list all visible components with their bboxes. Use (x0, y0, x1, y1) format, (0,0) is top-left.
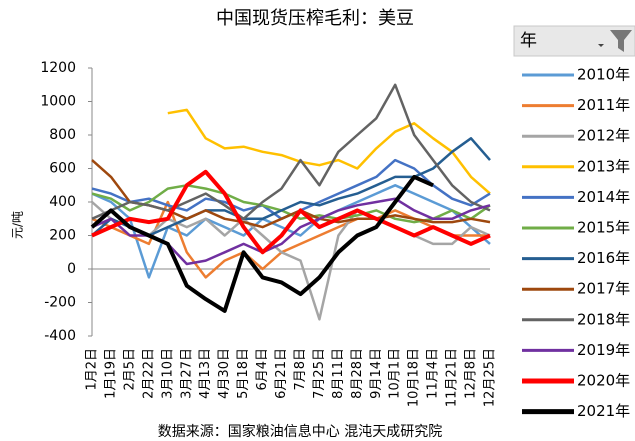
chart-title: 中国现货压榨毛利：美豆 (216, 8, 414, 29)
source-note: 数据来源：国家粮油信息中心 混沌天成研究院 (158, 423, 442, 440)
y-tick-label: 1200 (40, 60, 76, 76)
dropdown-arrow[interactable] (598, 44, 604, 47)
y-tick-label: 400 (49, 194, 76, 210)
y-tick-label: 600 (49, 161, 76, 177)
x-tick-label: 5月18日 (236, 348, 251, 399)
series-line (91, 169, 491, 255)
x-tick-label: 6月21日 (274, 348, 289, 399)
legend-label: 2021年 (577, 402, 630, 420)
series-line (91, 200, 490, 279)
x-tick-label: 11月21日 (445, 348, 460, 407)
legend-title: 年 (520, 31, 537, 51)
y-tick-label: 200 (49, 228, 76, 244)
legend-label: 2015年 (577, 219, 630, 237)
legend-label: 2014年 (577, 188, 630, 206)
x-tick-label: 4月13日 (198, 348, 213, 399)
x-tick-label: 8月11日 (331, 348, 346, 399)
series-line (91, 201, 491, 321)
y-axis-label: 元/吨 (11, 211, 25, 239)
x-tick-label: 7月8日 (293, 348, 308, 391)
x-tick-label: 8月28日 (350, 348, 365, 399)
legend-label: 2016年 (577, 249, 630, 267)
legend-label: 2018年 (577, 310, 630, 328)
x-tick-label: 12月8日 (464, 348, 479, 399)
series-line (90, 174, 434, 313)
y-tick-label: 0 (67, 261, 76, 277)
x-tick-label: 12月25日 (483, 348, 498, 407)
x-tick-label: 10月18日 (407, 348, 422, 407)
x-tick-label: 10月1日 (388, 348, 403, 399)
legend-label: 2019年 (577, 341, 630, 359)
legend-label: 2020年 (577, 372, 630, 390)
series-line (91, 137, 491, 237)
x-tick-label: 3月27日 (179, 348, 194, 399)
x-tick-label: 11月4日 (426, 348, 441, 399)
y-tick-label: 1000 (40, 94, 76, 110)
series-line (91, 83, 491, 221)
x-tick-label: 2月22日 (141, 348, 156, 399)
x-tick-label: 4月30日 (217, 348, 232, 399)
x-tick-label: 1月19日 (103, 348, 118, 399)
x-tick-label: 6月4日 (255, 348, 270, 391)
legend-label: 2017年 (577, 280, 630, 298)
legend-label: 2012年 (577, 127, 630, 145)
filter-icon[interactable] (610, 30, 632, 52)
x-tick-label: 7月25日 (312, 348, 327, 399)
series-line (167, 108, 491, 195)
y-tick-label: -200 (44, 295, 76, 311)
y-tick-label: -400 (44, 328, 76, 344)
y-tick-label: 800 (49, 127, 76, 143)
x-tick-label: 1月2日 (85, 348, 100, 391)
x-tick-label: 3月10日 (160, 348, 175, 399)
legend-label: 2013年 (577, 157, 630, 175)
legend-label: 2011年 (577, 96, 630, 114)
series-line (91, 184, 491, 279)
x-tick-label: 9月14日 (369, 348, 384, 399)
legend-label: 2010年 (577, 66, 630, 84)
x-tick-label: 2月5日 (122, 348, 137, 391)
